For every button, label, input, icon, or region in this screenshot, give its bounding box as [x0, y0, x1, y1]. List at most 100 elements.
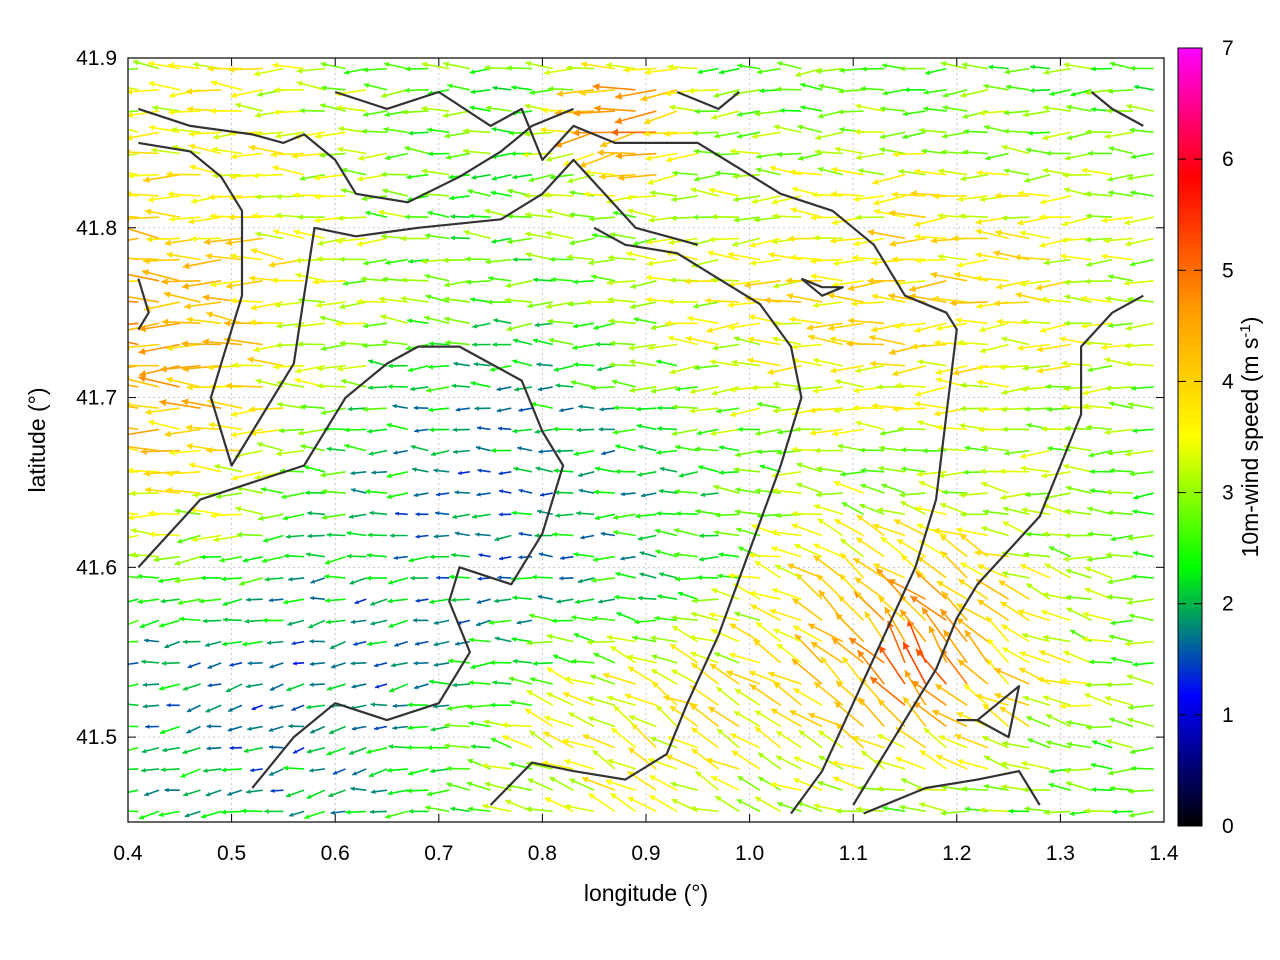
wind-arrow	[145, 724, 160, 729]
wind-arrow	[639, 551, 657, 558]
wind-arrow	[511, 510, 533, 516]
wind-arrow	[697, 67, 719, 75]
wind-arrow	[612, 529, 636, 537]
wind-arrow	[697, 574, 719, 581]
wind-arrow	[938, 735, 968, 749]
wind-arrow	[490, 702, 512, 708]
wind-arrow	[1110, 656, 1134, 664]
wind-arrow	[923, 106, 947, 112]
wind-arrow	[1127, 296, 1154, 303]
wind-arrow	[888, 209, 926, 218]
wind-arrow	[1127, 173, 1154, 181]
wind-arrow	[390, 662, 408, 668]
wind-arrow	[476, 598, 491, 605]
wind-arrow	[534, 428, 553, 435]
wind-arrow	[915, 257, 947, 264]
wind-arrow	[205, 311, 243, 325]
wind-arrow	[855, 420, 885, 431]
wind-arrow	[650, 668, 678, 685]
wind-arrow	[899, 608, 927, 643]
y-tick-label: 41.8	[76, 217, 117, 240]
wind-arrow	[609, 645, 637, 664]
wind-arrow	[1043, 809, 1071, 816]
wind-arrow	[160, 598, 180, 604]
wind-arrow	[400, 295, 429, 303]
wind-arrow	[222, 598, 243, 607]
wind-arrow	[350, 786, 367, 792]
wind-arrow	[718, 67, 740, 75]
wind-arrow	[1003, 449, 1030, 456]
wind-arrow	[350, 470, 367, 476]
wind-arrow	[547, 318, 574, 325]
wind-arrow	[851, 254, 885, 261]
wind-arrow	[356, 173, 388, 182]
wind-arrow	[1063, 767, 1092, 774]
wind-arrow	[626, 654, 657, 664]
wind-arrow	[1018, 667, 1051, 685]
wind-arrow	[1110, 534, 1134, 542]
wind-arrow	[309, 661, 325, 667]
wind-arrow	[939, 534, 968, 558]
wind-arrow	[274, 301, 305, 309]
wind-arrow	[689, 703, 720, 728]
wind-arrow	[451, 513, 471, 520]
wind-arrow	[1005, 84, 1030, 91]
wind-arrow	[1002, 426, 1030, 433]
wind-arrow	[695, 770, 720, 791]
wind-arrow	[1108, 634, 1134, 643]
wind-arrow	[689, 407, 719, 414]
wind-arrow	[526, 689, 554, 706]
wind-arrow	[482, 803, 512, 813]
wind-arrow	[939, 502, 968, 516]
wind-arrow	[596, 364, 616, 372]
wind-arrow	[413, 405, 429, 411]
wind-arrow	[264, 808, 284, 814]
wind-arrow	[923, 89, 947, 95]
wind-arrow	[733, 710, 761, 728]
wind-arrow	[675, 576, 698, 582]
wind-arrow	[144, 789, 160, 797]
wind-arrow	[831, 637, 865, 664]
wind-arrow	[1086, 555, 1113, 563]
wind-arrow	[413, 492, 429, 498]
wind-arrow	[433, 640, 450, 647]
wind-arrow	[192, 62, 222, 70]
colorbar-title: 10m-wind speed (m s-1)	[1237, 317, 1264, 558]
wind-arrow	[1066, 607, 1092, 622]
wind-arrow	[268, 768, 284, 777]
wind-arrow	[468, 637, 491, 643]
wind-arrow	[795, 67, 823, 78]
wind-arrow	[554, 490, 574, 495]
wind-arrow	[273, 363, 305, 370]
wind-arrow	[713, 652, 740, 664]
wind-arrow	[532, 277, 553, 283]
wind-arrow	[709, 663, 740, 685]
wind-arrow	[507, 237, 533, 245]
wind-arrow	[1130, 765, 1154, 772]
wind-arrow	[839, 552, 865, 579]
wind-arrow	[669, 643, 699, 664]
wind-arrow	[1089, 468, 1113, 475]
wind-arrow	[583, 191, 615, 198]
wind-arrow	[588, 215, 615, 222]
wind-arrow	[582, 734, 616, 749]
wind-arrow	[667, 298, 698, 305]
wind-arrow	[693, 301, 719, 309]
wind-arrow	[1085, 213, 1113, 219]
wind-arrow	[579, 89, 616, 97]
wind-arrow	[128, 227, 160, 240]
coastline	[137, 278, 150, 331]
wind-arrow	[695, 508, 719, 516]
wind-arrow	[872, 563, 906, 579]
wind-arrow	[1091, 740, 1113, 749]
wind-arrow	[128, 88, 160, 95]
wind-arrow	[404, 214, 429, 220]
wind-arrow	[408, 808, 429, 814]
wind-arrow	[470, 381, 491, 388]
wind-arrow	[128, 86, 139, 91]
wind-arrow	[755, 621, 782, 643]
wind-arrow	[282, 513, 305, 521]
wind-arrow	[993, 299, 1030, 307]
wind-arrow	[816, 466, 843, 473]
wind-arrow	[899, 491, 926, 498]
